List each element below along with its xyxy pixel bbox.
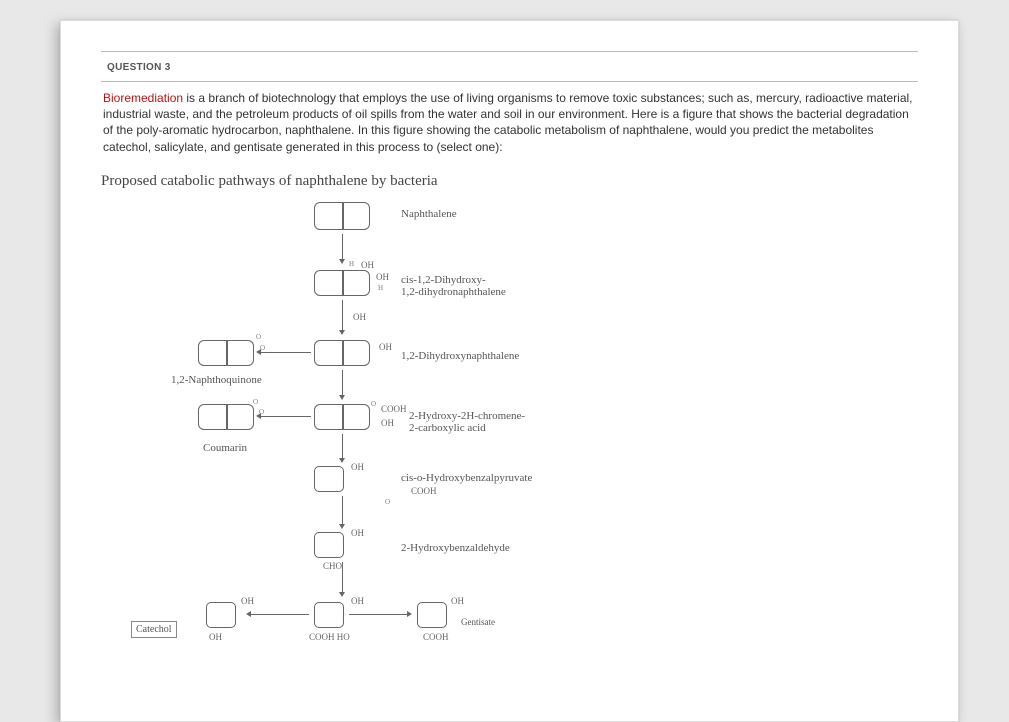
label-naphthalene: Naphthalene bbox=[401, 208, 457, 220]
atom-label: H bbox=[349, 260, 354, 268]
arrowhead-icon bbox=[339, 524, 345, 529]
label-naphthoquinone: 1,2-Naphthoquinone bbox=[171, 374, 262, 386]
question-text: Bioremediation is a branch of biotechnol… bbox=[101, 90, 918, 155]
oh-label: OH bbox=[361, 260, 374, 270]
arrowhead-icon bbox=[339, 395, 345, 400]
label-chromene-acid: 2-Hydroxy-2H-chromene- 2-carboxylic acid bbox=[409, 410, 525, 434]
label-catechol: Catechol bbox=[131, 621, 177, 638]
arrowhead-icon bbox=[339, 330, 345, 335]
arrow-icon bbox=[342, 562, 343, 592]
molecule-dihydroxynaphthalene bbox=[314, 340, 370, 366]
document-page: QUESTION 3 Bioremediation is a branch of… bbox=[60, 20, 959, 722]
arrow-icon bbox=[342, 234, 343, 259]
arrowhead-icon bbox=[339, 259, 345, 264]
arrow-icon bbox=[342, 434, 343, 458]
oh-label: OH bbox=[379, 342, 392, 352]
atom-label: O bbox=[256, 333, 261, 341]
molecule-naphthoquinone bbox=[198, 340, 254, 366]
arrowhead-icon bbox=[339, 458, 345, 463]
molecule-cis-dihydroxy bbox=[314, 270, 370, 296]
arrowhead-icon bbox=[246, 611, 251, 617]
atom-label: O bbox=[260, 344, 265, 352]
arrow-icon bbox=[342, 370, 343, 395]
label-cis-dihydroxy: cis-1,2-Dihydroxy- 1,2-dihydronaphthalen… bbox=[401, 274, 506, 298]
cooh-label: COOH bbox=[423, 632, 449, 642]
question-number-label: QUESTION 3 bbox=[107, 62, 171, 73]
molecule-gentisate bbox=[417, 602, 447, 628]
molecule-benzaldehyde bbox=[314, 532, 344, 558]
molecule-coumarin bbox=[198, 404, 254, 430]
oh-label: OH bbox=[351, 462, 364, 472]
arrow-icon bbox=[251, 614, 309, 615]
label-gentisate: Gentisate bbox=[461, 617, 495, 627]
arrow-icon bbox=[342, 300, 343, 330]
atom-label: O bbox=[385, 498, 390, 506]
header-rule-top bbox=[101, 51, 918, 52]
atom-label: H bbox=[378, 284, 383, 292]
arrow-icon bbox=[349, 614, 407, 615]
atom-label: O bbox=[371, 400, 376, 408]
question-body-text: is a branch of biotechnology that employ… bbox=[103, 91, 913, 154]
cooh-ho-label: COOH HO bbox=[309, 632, 350, 642]
molecule-catechol bbox=[206, 602, 236, 628]
arrowhead-icon bbox=[339, 592, 345, 597]
oh-label: OH bbox=[381, 418, 394, 428]
label-hbp: cis-o-Hydroxybenzalpyruvate bbox=[401, 472, 532, 484]
molecule-hbp bbox=[314, 466, 344, 492]
figure-title: Proposed catabolic pathways of naphthale… bbox=[101, 173, 918, 190]
label-benzaldehyde: 2-Hydroxybenzaldehyde bbox=[401, 542, 510, 554]
label-coumarin: Coumarin bbox=[203, 442, 247, 454]
arrow-icon bbox=[261, 352, 311, 353]
molecule-naphthalene bbox=[314, 202, 370, 230]
cooh-label: COOH bbox=[411, 486, 437, 496]
oh-label: OH bbox=[353, 312, 366, 322]
arrow-icon bbox=[342, 496, 343, 524]
oh-label: OH bbox=[351, 596, 364, 606]
molecule-salicylate bbox=[314, 602, 344, 628]
arrowhead-icon bbox=[407, 611, 412, 617]
molecule-chromene-acid bbox=[314, 404, 370, 430]
oh-label: OH bbox=[351, 528, 364, 538]
label-dihydroxynaphthalene: 1,2-Dihydroxynaphthalene bbox=[401, 350, 519, 362]
atom-label: O bbox=[253, 398, 258, 406]
question-highlight-term: Bioremediation bbox=[103, 91, 183, 105]
oh-label: OH bbox=[241, 596, 254, 606]
cooh-label: COOH bbox=[381, 404, 407, 414]
pathway-figure: Naphthalene H OH OH H cis-1,2-Dihydroxy-… bbox=[101, 194, 918, 674]
oh-label: OH bbox=[376, 272, 389, 282]
question-header: QUESTION 3 bbox=[101, 54, 918, 82]
cho-label: CHO bbox=[323, 561, 342, 571]
oh-label: OH bbox=[209, 632, 222, 642]
atom-label: O bbox=[259, 408, 264, 416]
arrow-icon bbox=[261, 416, 311, 417]
oh-label: OH bbox=[451, 596, 464, 606]
